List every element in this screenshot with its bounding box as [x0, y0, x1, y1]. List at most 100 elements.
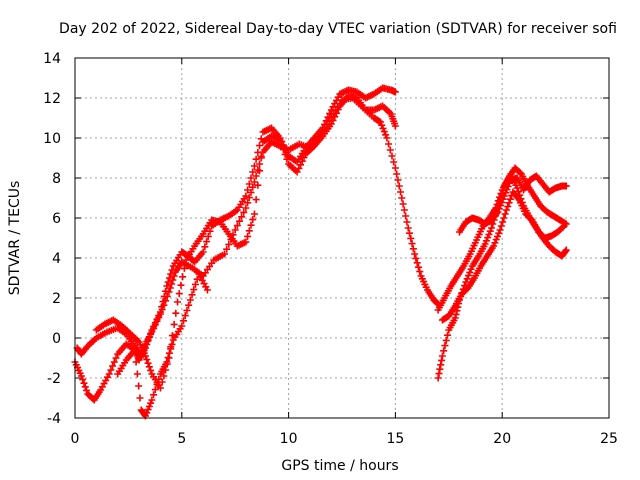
chart-title: Day 202 of 2022, Sidereal Day-to-day VTE…	[59, 21, 617, 37]
data-point-track-e	[451, 314, 459, 322]
data-point-track-a	[412, 254, 420, 262]
data-point-track-g	[502, 206, 510, 214]
data-point-track-e	[464, 272, 472, 280]
data-point-track-c	[279, 146, 287, 154]
data-point-track-d	[148, 396, 156, 404]
data-point-track-d	[145, 402, 153, 410]
data-point-track-h	[498, 198, 506, 206]
data-point-track-b	[151, 319, 159, 327]
data-point-track-b	[144, 337, 152, 345]
data-point-track-g	[496, 226, 504, 234]
data-point-track-b	[250, 162, 258, 170]
data-point-track-c	[331, 113, 339, 121]
data-point-track-a	[409, 245, 417, 253]
data-point-track-b	[249, 168, 257, 176]
data-point-track-h	[494, 208, 502, 216]
plot-frame	[74, 57, 610, 419]
data-point-track-h	[503, 186, 511, 194]
y-tick-label: 2	[52, 291, 61, 307]
data-point-track-a	[407, 234, 415, 242]
data-point-track-a	[256, 160, 264, 168]
data-point-track-b	[112, 354, 120, 362]
data-point-track-c	[143, 356, 151, 364]
data-point-track-h	[504, 182, 512, 190]
data-point-track-b	[148, 326, 156, 334]
y-tick-label: -4	[47, 411, 61, 427]
data-point-track-d	[188, 291, 196, 299]
data-point-track-b	[107, 366, 115, 374]
data-point-track-b	[256, 142, 264, 150]
data-point-track-b	[158, 303, 166, 311]
data-point-track-a	[404, 224, 412, 232]
data-point-track-a	[408, 240, 416, 248]
data-point-track-b	[150, 322, 158, 330]
data-point-track-e	[437, 361, 445, 369]
data-point-track-d	[133, 370, 141, 378]
axis-ticks: 0 5 10 15 20 25 -4 -2 0 2 4 6 8 10 12 14	[43, 51, 618, 447]
data-point-track-a	[393, 170, 401, 178]
data-point-track-b	[201, 243, 209, 251]
data-point-track-d	[167, 345, 175, 353]
data-point-track-c	[177, 281, 185, 289]
data-point-track-b	[160, 292, 168, 300]
data-point-track-a	[242, 204, 250, 212]
data-point-track-b	[105, 370, 113, 378]
y-tick-label: 4	[52, 251, 61, 267]
data-point-track-b	[320, 120, 328, 128]
data-point-track-a	[397, 188, 405, 196]
y-tick-label: 14	[43, 51, 61, 67]
data-point-track-c	[297, 161, 305, 169]
data-point-track-c	[179, 273, 187, 281]
data-point-track-d	[131, 346, 139, 354]
data-point-track-b	[244, 186, 252, 194]
data-point-track-g	[492, 236, 500, 244]
data-point-track-d	[164, 354, 172, 362]
data-point-track-a	[414, 263, 422, 271]
data-point-track-h	[505, 179, 513, 187]
data-point-track-g	[499, 218, 507, 226]
data-point-track-d	[147, 399, 155, 407]
data-point-track-d	[180, 317, 188, 325]
x-tick-label: 25	[600, 431, 618, 447]
data-point-track-a	[380, 128, 388, 136]
data-point-track-a	[231, 226, 239, 234]
data-point-track-e	[444, 331, 452, 339]
data-point-track-a	[378, 121, 386, 129]
data-point-track-h	[496, 202, 504, 210]
x-tick-label: 0	[71, 431, 80, 447]
data-point-track-a	[244, 199, 252, 207]
data-point-track-c	[170, 320, 178, 328]
data-point-track-b	[247, 174, 255, 182]
data-point-track-c	[298, 157, 306, 165]
y-tick-label: -2	[47, 371, 61, 387]
data-point-track-d	[132, 358, 140, 366]
data-point-track-b	[242, 192, 250, 200]
data-point-track-a	[403, 218, 411, 226]
y-tick-label: 10	[43, 131, 61, 147]
data-point-track-h	[500, 192, 508, 200]
y-tick-label: 8	[52, 171, 61, 187]
data-point-track-c	[283, 155, 291, 163]
data-point-track-e	[488, 224, 496, 232]
data-point-track-a	[405, 229, 413, 237]
data-point-track-c	[145, 363, 153, 371]
data-point-track-d	[186, 296, 194, 304]
data-point-track-a	[416, 268, 424, 276]
data-point-track-c	[180, 264, 188, 272]
x-tick-label: 5	[177, 431, 186, 447]
x-tick-label: 15	[386, 431, 404, 447]
data-point-track-e	[442, 336, 450, 344]
data-point-track-b	[165, 274, 173, 282]
data-point-track-b	[79, 376, 87, 384]
data-point-track-b	[164, 278, 172, 286]
data-point-track-d	[183, 306, 191, 314]
data-point-track-b	[81, 383, 89, 391]
data-point-track-a	[391, 164, 399, 172]
data-point-track-b	[324, 113, 332, 121]
data-point-track-d	[136, 394, 144, 402]
data-point-track-c	[247, 221, 255, 229]
x-axis-label: GPS time / hours	[281, 458, 398, 474]
data-point-track-f	[516, 169, 524, 177]
data-point-track-a	[233, 222, 241, 230]
data-point-track-b	[80, 379, 88, 387]
